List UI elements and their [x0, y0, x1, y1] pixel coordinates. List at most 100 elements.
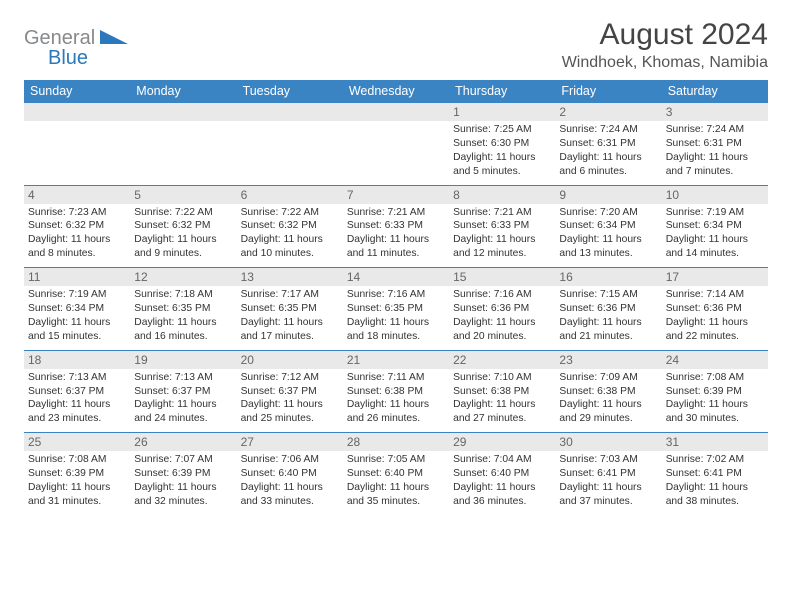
sunset-text: Sunset: 6:32 PM [134, 219, 232, 233]
daylight-text: Daylight: 11 hours and 29 minutes. [559, 398, 657, 426]
day-info: Sunrise: 7:03 AMSunset: 6:41 PMDaylight:… [559, 453, 657, 509]
day-info: Sunrise: 7:16 AMSunset: 6:36 PMDaylight:… [453, 288, 551, 344]
sunrise-text: Sunrise: 7:08 AM [666, 371, 764, 385]
day-cell: 2Sunrise: 7:24 AMSunset: 6:31 PMDaylight… [555, 103, 661, 185]
sunset-text: Sunset: 6:40 PM [453, 467, 551, 481]
sunrise-text: Sunrise: 7:16 AM [347, 288, 445, 302]
day-cell: 22 Sunrise: 7:10 AMSunset: 6:38 PMDayligh… [449, 351, 555, 433]
title-block: August 2024 Windhoek, Khomas, Namibia [562, 18, 768, 72]
daylight-text: Daylight: 11 hours and 36 minutes. [453, 481, 551, 509]
day-number: 17 [662, 268, 768, 286]
day-cell: 11Sunrise: 7:19 AMSunset: 6:34 PMDayligh… [24, 268, 130, 350]
day-number: . [24, 103, 130, 121]
sunrise-text: Sunrise: 7:15 AM [559, 288, 657, 302]
day-number: 9 [555, 186, 661, 204]
calendar-page: General Blue August 2024 Windhoek, Khoma… [0, 0, 792, 515]
week-row: 18Sunrise: 7:13 AMSunset: 6:37 PMDayligh… [24, 351, 768, 434]
day-number: 14 [343, 268, 449, 286]
location: Windhoek, Khomas, Namibia [562, 54, 768, 72]
day-cell: 8Sunrise: 7:21 AMSunset: 6:33 PMDaylight… [449, 186, 555, 268]
day-info: Sunrise: 7:21 AMSunset: 6:33 PMDaylight:… [453, 206, 551, 262]
daylight-text: Daylight: 11 hours and 12 minutes. [453, 233, 551, 261]
day-info: Sunrise: 7:21 AMSunset: 6:33 PMDaylight:… [347, 206, 445, 262]
sunrise-text: Sunrise: 7:10 AM [453, 371, 551, 385]
day-number: 21 [343, 351, 449, 369]
sunset-text: Sunset: 6:34 PM [666, 219, 764, 233]
day-info: Sunrise: 7:23 AMSunset: 6:32 PMDaylight:… [28, 206, 126, 262]
daylight-text: Daylight: 11 hours and 13 minutes. [559, 233, 657, 261]
day-number: 18 [24, 351, 130, 369]
day-cell: 26 Sunrise: 7:07 AMSunset: 6:39 PMDayligh… [130, 433, 236, 515]
sunrise-text: Sunrise: 7:16 AM [453, 288, 551, 302]
week-row: 4 Sunrise: 7:23 AMSunset: 6:32 PMDaylight… [24, 186, 768, 269]
day-number: 27 [237, 433, 343, 451]
sunset-text: Sunset: 6:33 PM [347, 219, 445, 233]
day-info: Sunrise: 7:25 AMSunset: 6:30 PMDaylight:… [453, 123, 551, 179]
daylight-text: Daylight: 11 hours and 16 minutes. [134, 316, 232, 344]
day-info: Sunrise: 7:10 AMSunset: 6:38 PMDaylight:… [453, 371, 551, 427]
sunrise-text: Sunrise: 7:20 AM [559, 206, 657, 220]
day-number: 4 [24, 186, 130, 204]
sunset-text: Sunset: 6:35 PM [134, 302, 232, 316]
sunset-text: Sunset: 6:39 PM [666, 385, 764, 399]
sunrise-text: Sunrise: 7:18 AM [134, 288, 232, 302]
sunset-text: Sunset: 6:32 PM [28, 219, 126, 233]
daylight-text: Daylight: 11 hours and 26 minutes. [347, 398, 445, 426]
day-info: Sunrise: 7:07 AMSunset: 6:39 PMDaylight:… [134, 453, 232, 509]
daylight-text: Daylight: 11 hours and 20 minutes. [453, 316, 551, 344]
daylight-text: Daylight: 11 hours and 25 minutes. [241, 398, 339, 426]
day-cell: . [343, 103, 449, 185]
day-cell: . [130, 103, 236, 185]
day-of-week-label: Saturday [662, 80, 768, 103]
day-number: 26 [130, 433, 236, 451]
day-number: 12 [130, 268, 236, 286]
day-info: Sunrise: 7:13 AMSunset: 6:37 PMDaylight:… [134, 371, 232, 427]
sunset-text: Sunset: 6:39 PM [28, 467, 126, 481]
day-cell: 15 Sunrise: 7:16 AMSunset: 6:36 PMDayligh… [449, 268, 555, 350]
day-info: Sunrise: 7:15 AMSunset: 6:36 PMDaylight:… [559, 288, 657, 344]
sunset-text: Sunset: 6:35 PM [241, 302, 339, 316]
sunrise-text: Sunrise: 7:08 AM [28, 453, 126, 467]
day-cell: 9Sunrise: 7:20 AMSunset: 6:34 PMDaylight… [555, 186, 661, 268]
logo-triangle-icon [100, 30, 128, 44]
day-info: Sunrise: 7:19 AMSunset: 6:34 PMDaylight:… [28, 288, 126, 344]
day-info: Sunrise: 7:22 AMSunset: 6:32 PMDaylight:… [134, 206, 232, 262]
daylight-text: Daylight: 11 hours and 8 minutes. [28, 233, 126, 261]
sunset-text: Sunset: 6:37 PM [28, 385, 126, 399]
day-info: Sunrise: 7:17 AMSunset: 6:35 PMDaylight:… [241, 288, 339, 344]
day-number: 15 [449, 268, 555, 286]
day-cell: 16Sunrise: 7:15 AMSunset: 6:36 PMDayligh… [555, 268, 661, 350]
daylight-text: Daylight: 11 hours and 7 minutes. [666, 151, 764, 179]
day-cell: 10Sunrise: 7:19 AMSunset: 6:34 PMDayligh… [662, 186, 768, 268]
sunrise-text: Sunrise: 7:24 AM [666, 123, 764, 137]
logo-text-blue: Blue [48, 47, 88, 66]
day-number: 7 [343, 186, 449, 204]
day-info: Sunrise: 7:14 AMSunset: 6:36 PMDaylight:… [666, 288, 764, 344]
day-cell: 5Sunrise: 7:22 AMSunset: 6:32 PMDaylight… [130, 186, 236, 268]
day-cell: 19Sunrise: 7:13 AMSunset: 6:37 PMDayligh… [130, 351, 236, 433]
day-number: . [343, 103, 449, 121]
sunset-text: Sunset: 6:41 PM [559, 467, 657, 481]
sunset-text: Sunset: 6:32 PM [241, 219, 339, 233]
month-title: August 2024 [562, 18, 768, 52]
sunset-text: Sunset: 6:36 PM [559, 302, 657, 316]
day-number: . [237, 103, 343, 121]
day-cell: 23Sunrise: 7:09 AMSunset: 6:38 PMDayligh… [555, 351, 661, 433]
day-number: 22 [449, 351, 555, 369]
day-number: 29 [449, 433, 555, 451]
sunrise-text: Sunrise: 7:04 AM [453, 453, 551, 467]
sunset-text: Sunset: 6:40 PM [241, 467, 339, 481]
sunset-text: Sunset: 6:38 PM [453, 385, 551, 399]
day-of-week-label: Tuesday [237, 80, 343, 103]
day-cell: 4 Sunrise: 7:23 AMSunset: 6:32 PMDaylight… [24, 186, 130, 268]
week-row: 25 Sunrise: 7:08 AMSunset: 6:39 PM Dayligh… [24, 433, 768, 515]
day-cell: 6Sunrise: 7:22 AMSunset: 6:32 PMDaylight… [237, 186, 343, 268]
daylight-text: Daylight: 11 hours and 9 minutes. [134, 233, 232, 261]
day-number: 25 [24, 433, 130, 451]
sunrise-text: Sunrise: 7:22 AM [134, 206, 232, 220]
day-number: . [130, 103, 236, 121]
day-cell: 12 Sunrise: 7:18 AMSunset: 6:35 PMDayligh… [130, 268, 236, 350]
day-info: Sunrise: 7:24 AMSunset: 6:31 PMDaylight:… [666, 123, 764, 179]
day-number: 31 [662, 433, 768, 451]
daylight-text: Daylight: 11 hours and 18 minutes. [347, 316, 445, 344]
